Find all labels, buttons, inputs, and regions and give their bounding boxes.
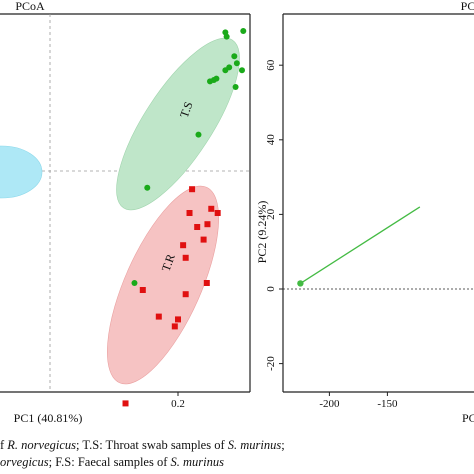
scatter-point bbox=[239, 67, 245, 74]
second-series bbox=[297, 206, 421, 287]
scatter-point bbox=[175, 316, 181, 323]
caption-line-1: f R. norvegicus; T.S: Throat swab sample… bbox=[0, 438, 285, 452]
scatter-point bbox=[182, 254, 189, 261]
second-x-axis-title: PC bbox=[462, 411, 474, 425]
pcoa-panel: PCoA T.S T.R 0.2 PC1 (40.81%) bbox=[0, 0, 251, 425]
scatter-point bbox=[232, 84, 239, 90]
series-line bbox=[300, 206, 421, 284]
scatter-point bbox=[195, 131, 202, 138]
ellipse-cyan bbox=[0, 145, 43, 199]
second-panel: PC 60 40 20 0 -20 -200 -150 PC2 (9.24%) PC bbox=[255, 0, 474, 425]
scatter-point bbox=[182, 291, 189, 298]
scatter-point bbox=[222, 67, 229, 74]
scatter-point bbox=[171, 323, 178, 330]
scatter-point bbox=[155, 313, 162, 320]
pcoa-x-axis-title: PC1 (40.81%) bbox=[14, 411, 83, 425]
scatter-point bbox=[203, 280, 210, 286]
scatter-point bbox=[194, 224, 201, 230]
scatter-point bbox=[200, 236, 207, 243]
ellipse-tr-label: T.R bbox=[159, 252, 178, 273]
y-tick-label: 0 bbox=[265, 286, 277, 292]
scatter-point bbox=[214, 210, 221, 216]
scatter-point bbox=[240, 28, 247, 34]
scatter-point bbox=[210, 77, 217, 83]
y-tick-label: 60 bbox=[265, 59, 277, 71]
scatter-point bbox=[144, 184, 151, 191]
second-panel-title: PC bbox=[461, 0, 474, 13]
scatter-point bbox=[204, 221, 211, 228]
ellipse-cyan-shape bbox=[0, 145, 43, 199]
caption-line-2: orvegicus; F.S: Faecal samples of S. mur… bbox=[0, 455, 224, 469]
x-tick-label: -150 bbox=[377, 398, 398, 410]
ellipse-ts: T.S bbox=[116, 37, 240, 211]
y-tick-label: 20 bbox=[265, 208, 277, 220]
y-tick-label: 40 bbox=[265, 134, 277, 146]
scatter-point bbox=[186, 210, 193, 216]
scatter-point bbox=[223, 33, 230, 40]
ellipse-tr: T.R bbox=[107, 185, 219, 385]
scatter-point bbox=[233, 60, 240, 67]
ellipse-tr-shape bbox=[107, 185, 219, 385]
ellipse-ts-label: T.S bbox=[177, 100, 196, 120]
points-tr bbox=[122, 186, 221, 407]
pcoa-title: PCoA bbox=[15, 0, 45, 13]
second-x-ticks: -200 -150 bbox=[319, 392, 398, 410]
scatter-point bbox=[131, 280, 138, 286]
pcoa-x-tick-label: 0.2 bbox=[171, 398, 185, 410]
ellipse-ts-shape bbox=[116, 37, 240, 211]
scatter-point bbox=[122, 400, 129, 407]
scatter-point bbox=[208, 205, 215, 212]
series-point bbox=[297, 280, 304, 287]
scatter-point bbox=[180, 242, 187, 249]
x-tick-label: -200 bbox=[319, 398, 340, 410]
y-tick-label: -20 bbox=[265, 356, 277, 371]
scatter-point bbox=[189, 186, 196, 193]
scatter-point bbox=[231, 53, 238, 60]
second-y-axis-title: PC2 (9.24%) bbox=[255, 201, 269, 264]
scatter-point bbox=[139, 287, 146, 293]
second-y-ticks: 60 40 20 0 -20 bbox=[265, 59, 283, 371]
points-ts bbox=[131, 28, 247, 286]
